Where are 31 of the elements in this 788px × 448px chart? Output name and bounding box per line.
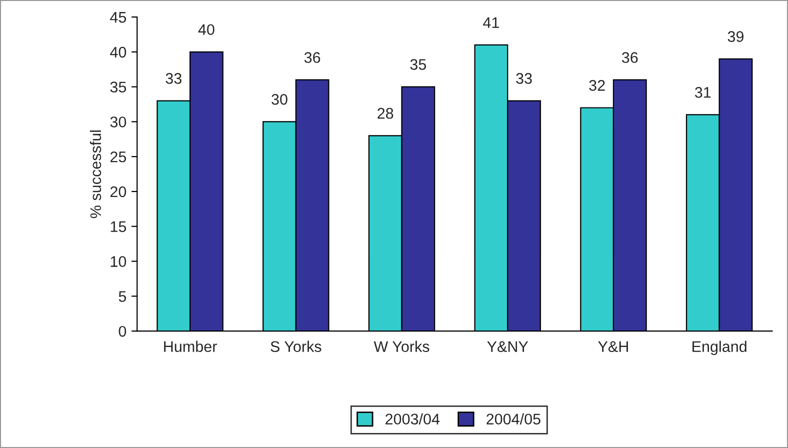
x-tick-label: Y&NY	[487, 341, 528, 352]
x-tick-label: S Yorks	[270, 340, 322, 352]
y-tick-label: 40	[110, 46, 126, 58]
data-label: 33	[166, 73, 182, 84]
data-label: 40	[198, 24, 214, 36]
data-label: 32	[589, 80, 605, 91]
data-label: 28	[378, 108, 394, 119]
data-label: 36	[622, 52, 638, 63]
x-tick-label: Humber	[164, 340, 217, 352]
data-label: 33	[516, 73, 532, 84]
legend-label: 2004/05	[486, 413, 540, 425]
data-label: 30	[272, 94, 288, 105]
data-label: 35	[410, 59, 426, 70]
data-label: 41	[483, 17, 499, 28]
y-tick-label: 10	[110, 256, 126, 267]
y-tick-label: 5	[118, 291, 126, 302]
x-tick-label: England	[692, 340, 746, 356]
x-tick-label: W Yorks	[374, 340, 430, 352]
y-tick-label: 35	[110, 82, 126, 92]
y-tick-label: 45	[110, 12, 126, 23]
y-tick-label: 0	[118, 326, 126, 337]
y-tick-label: 25	[110, 151, 126, 162]
y-tick-label: 15	[110, 221, 126, 232]
x-tick-label: Y&H	[598, 341, 628, 352]
data-label: 31	[694, 87, 711, 98]
data-label: 36	[304, 52, 320, 63]
y-tick-label: 20	[110, 186, 126, 198]
legend-label: 2003/04	[386, 413, 440, 425]
y-axis-title: % successful	[90, 130, 102, 218]
y-tick-label: 30	[110, 116, 126, 128]
data-label: 39	[728, 31, 744, 42]
